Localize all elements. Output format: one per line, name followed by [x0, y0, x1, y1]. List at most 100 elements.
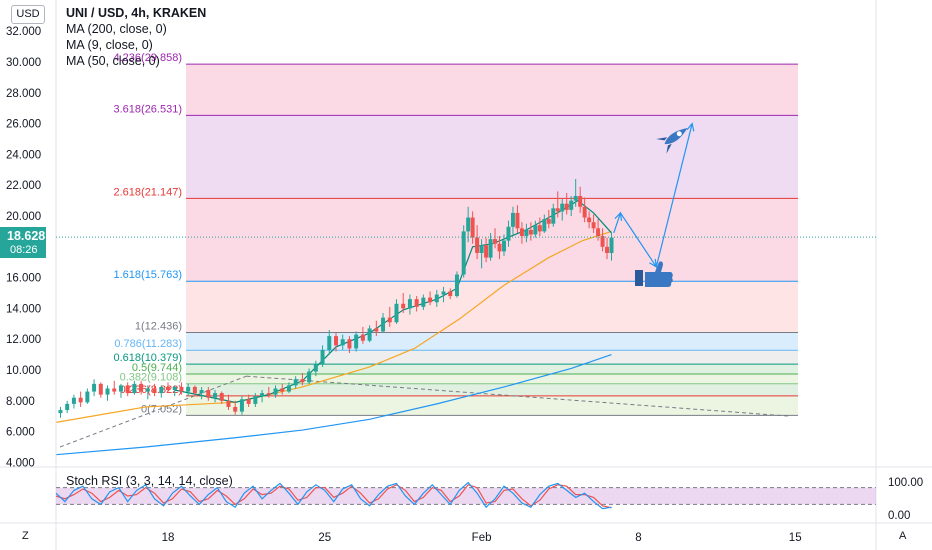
y-tick-label: 12.000: [6, 334, 41, 346]
candle-body: [454, 274, 459, 297]
candle-body: [192, 386, 197, 394]
candle-body: [573, 195, 578, 201]
fib-level-label: 0.5(9.744): [132, 362, 182, 374]
candle-body: [528, 229, 533, 235]
y-tick-label: 4.000: [6, 457, 35, 469]
fib-band: [186, 332, 798, 351]
candle-body: [605, 246, 610, 253]
candle-body: [139, 383, 144, 392]
fib-level-label: 0.382(9.108): [120, 372, 182, 384]
fib-band: [186, 64, 798, 116]
candle-body: [273, 388, 278, 395]
candle-body: [239, 399, 244, 412]
last-price-tag: 18.628 08:26: [0, 227, 46, 258]
candle-body: [546, 219, 551, 224]
y-tick-label: 22.000: [6, 180, 41, 192]
candle-body: [502, 240, 506, 252]
candle-body: [524, 229, 529, 237]
ma200-legend[interactable]: MA (200, close, 0): [66, 22, 167, 36]
candle-body: [78, 397, 83, 403]
candle-body: [145, 388, 150, 392]
candle-body: [466, 217, 471, 232]
candle-body: [206, 390, 211, 398]
fib-level-label: 2.618(21.147): [114, 186, 183, 198]
candle-body: [105, 388, 110, 395]
y-tick-label: 20.000: [6, 211, 41, 223]
candle-body: [367, 328, 372, 341]
ma200-line: [55, 354, 612, 456]
candle-body: [280, 388, 285, 392]
auto-scale-z-button[interactable]: Z: [22, 530, 29, 542]
candle-body: [519, 228, 524, 237]
stoch-rsi-pane: 100.00 0.00: [55, 477, 923, 522]
chart-legend: UNI / USD, 4h, KRAKEN MA (200, close, 0)…: [66, 5, 206, 69]
symbol-title[interactable]: UNI / USD, 4h, KRAKEN: [66, 6, 207, 20]
fib-level-label: 1(12.436): [135, 320, 182, 332]
candle-body: [484, 245, 489, 258]
candlesticks: [58, 179, 614, 418]
candle-body: [354, 334, 359, 349]
last-price: 18.628: [7, 229, 46, 243]
fib-band: [186, 115, 798, 199]
candle-body: [266, 393, 271, 395]
candle-body: [186, 386, 191, 392]
candle-body: [461, 231, 466, 275]
y-tick-label: 10.000: [6, 365, 41, 377]
fib-band: [186, 364, 798, 374]
candle-body: [172, 386, 177, 391]
y-tick-label: 16.000: [6, 273, 41, 285]
currency-button[interactable]: USD: [11, 5, 45, 24]
annotations[interactable]: [613, 121, 695, 287]
candle-body: [470, 217, 475, 238]
candle-body: [533, 225, 538, 235]
y-tick-label: 14.000: [6, 303, 41, 315]
candle-body: [65, 403, 70, 411]
candle-body: [132, 383, 137, 394]
candle-body: [394, 303, 399, 323]
rocket-fins: [656, 137, 672, 154]
candle-body: [560, 203, 565, 212]
candle-body: [340, 339, 345, 346]
y-tick-label: 24.000: [6, 149, 41, 161]
candle-body: [71, 397, 76, 404]
candle-body: [609, 237, 614, 253]
candle-body: [510, 212, 515, 227]
y-tick-label: 26.000: [6, 119, 41, 131]
candle-body: [387, 317, 392, 323]
fib-band: [186, 281, 798, 333]
candle-body: [246, 399, 251, 404]
y-tick-label: 6.000: [6, 427, 35, 439]
candle-body: [98, 383, 103, 395]
candle-body: [578, 195, 583, 207]
candle-body: [233, 406, 238, 412]
candle-body: [493, 239, 498, 244]
fib-level-label: 1.618(15.763): [114, 269, 183, 281]
candle-body: [253, 396, 258, 404]
candle-body: [600, 236, 605, 247]
candle-body: [506, 226, 511, 241]
candle-body: [407, 299, 412, 309]
fib-level-label: 0.618(10.379): [114, 352, 183, 364]
auto-scale-a-button[interactable]: A: [899, 530, 907, 542]
candle-body: [307, 371, 312, 383]
candle-body: [582, 206, 587, 218]
fibonacci-retracement[interactable]: 4.236(29.858) 3.618(26.531) 2.618(21.147) 1…: [59, 52, 798, 448]
ma9-legend[interactable]: MA (9, close, 0): [66, 38, 153, 52]
candle-body: [58, 410, 63, 414]
rocket-body: [664, 127, 688, 145]
bar-countdown: 08:26: [10, 244, 38, 256]
ma50-legend[interactable]: MA (50, close, 0): [66, 54, 160, 68]
fib-band: [186, 350, 798, 365]
candle-body: [152, 388, 157, 394]
candle-body: [360, 334, 365, 341]
fib-band: [186, 395, 798, 416]
stoch-rsi-legend[interactable]: Stoch RSI (3, 3, 14, 14, close): [66, 474, 233, 488]
candle-body: [551, 208, 556, 224]
candle-body: [591, 222, 596, 229]
stoch-band: [56, 487, 876, 505]
projection-arrowhead: [649, 258, 658, 268]
thumb-cuff: [635, 270, 643, 286]
projection-arrowhead: [686, 122, 695, 132]
fib-level-label: 4.236(29.858): [114, 52, 183, 64]
